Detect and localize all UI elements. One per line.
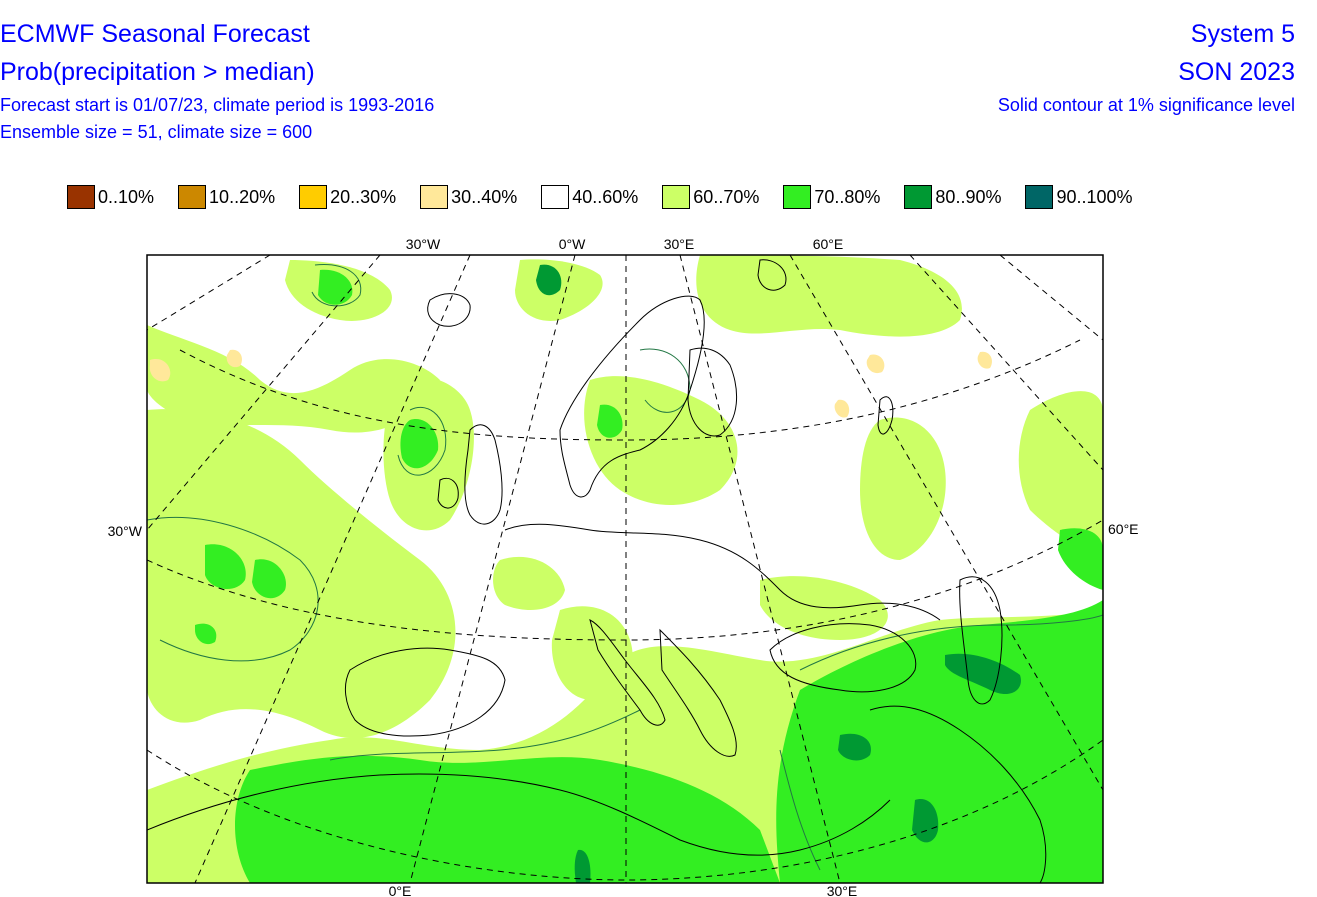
title: ECMWF Seasonal Forecast (0, 20, 310, 48)
ensemble-info: Ensemble size = 51, climate size = 600 (0, 122, 313, 142)
legend-swatch (299, 185, 328, 209)
graticule (147, 255, 1103, 883)
legend-label: 60..70% (693, 186, 760, 207)
system-label: System 5 (1190, 20, 1295, 48)
legend-swatch (178, 185, 207, 209)
legend-swatch (904, 185, 933, 209)
prob-30-40-regions (149, 349, 992, 418)
prob-80-90-regions (536, 264, 1021, 883)
forecast-info: Forecast start is 01/07/23, climate peri… (0, 95, 435, 115)
legend-label: 80..90% (935, 186, 1002, 207)
legend-swatch (420, 185, 449, 209)
legend-item: 0..10% (67, 185, 154, 209)
season-label: SON 2023 (1178, 58, 1295, 86)
legend-swatch (783, 185, 812, 209)
legend-label: 90..100% (1056, 186, 1133, 207)
legend-item: 20..30% (299, 185, 396, 209)
legend-item: 90..100% (1025, 185, 1133, 209)
legend-item: 80..90% (904, 185, 1001, 209)
legend-swatch (541, 185, 570, 209)
top-label-30w: 30°W (406, 236, 441, 252)
top-label-30e: 30°E (664, 236, 695, 252)
legend-swatch (662, 185, 691, 209)
legend-item: 60..70% (662, 185, 759, 209)
subtitle: Prob(precipitation > median) (0, 58, 315, 86)
bottom-label-0e: 0°E (389, 883, 412, 897)
legend: 0..10% 10..20% 20..30% 30..40% 40..60% 6… (67, 184, 1157, 210)
legend-item: 70..80% (783, 185, 880, 209)
legend-item: 40..60% (541, 185, 638, 209)
map-field (147, 255, 1103, 883)
map-frame (146, 254, 1104, 884)
prob-70-80-regions (195, 269, 1103, 883)
right-label-60e: 60°E (1108, 521, 1139, 537)
legend-label: 40..60% (572, 186, 639, 207)
bottom-label-30e: 30°E (827, 883, 858, 897)
legend-label: 0..10% (98, 186, 155, 207)
legend-label: 20..30% (330, 186, 397, 207)
forecast-map: 30°W 0°W 30°E 60°E 30°W 60°E 0°E 30°E (108, 236, 1139, 897)
legend-swatch (67, 185, 95, 209)
top-label-0w: 0°W (559, 236, 586, 252)
legend-item: 10..20% (178, 185, 275, 209)
legend-swatch (1025, 185, 1054, 209)
legend-label: 10..20% (209, 186, 276, 207)
legend-label: 30..40% (451, 186, 518, 207)
significance-note: Solid contour at 1% significance level (997, 95, 1295, 115)
legend-label: 70..80% (814, 186, 881, 207)
left-label-30w: 30°W (108, 523, 143, 539)
top-label-60e: 60°E (813, 236, 844, 252)
significance-contours (147, 264, 1103, 871)
coastlines (147, 259, 1047, 883)
legend-item: 30..40% (420, 185, 517, 209)
